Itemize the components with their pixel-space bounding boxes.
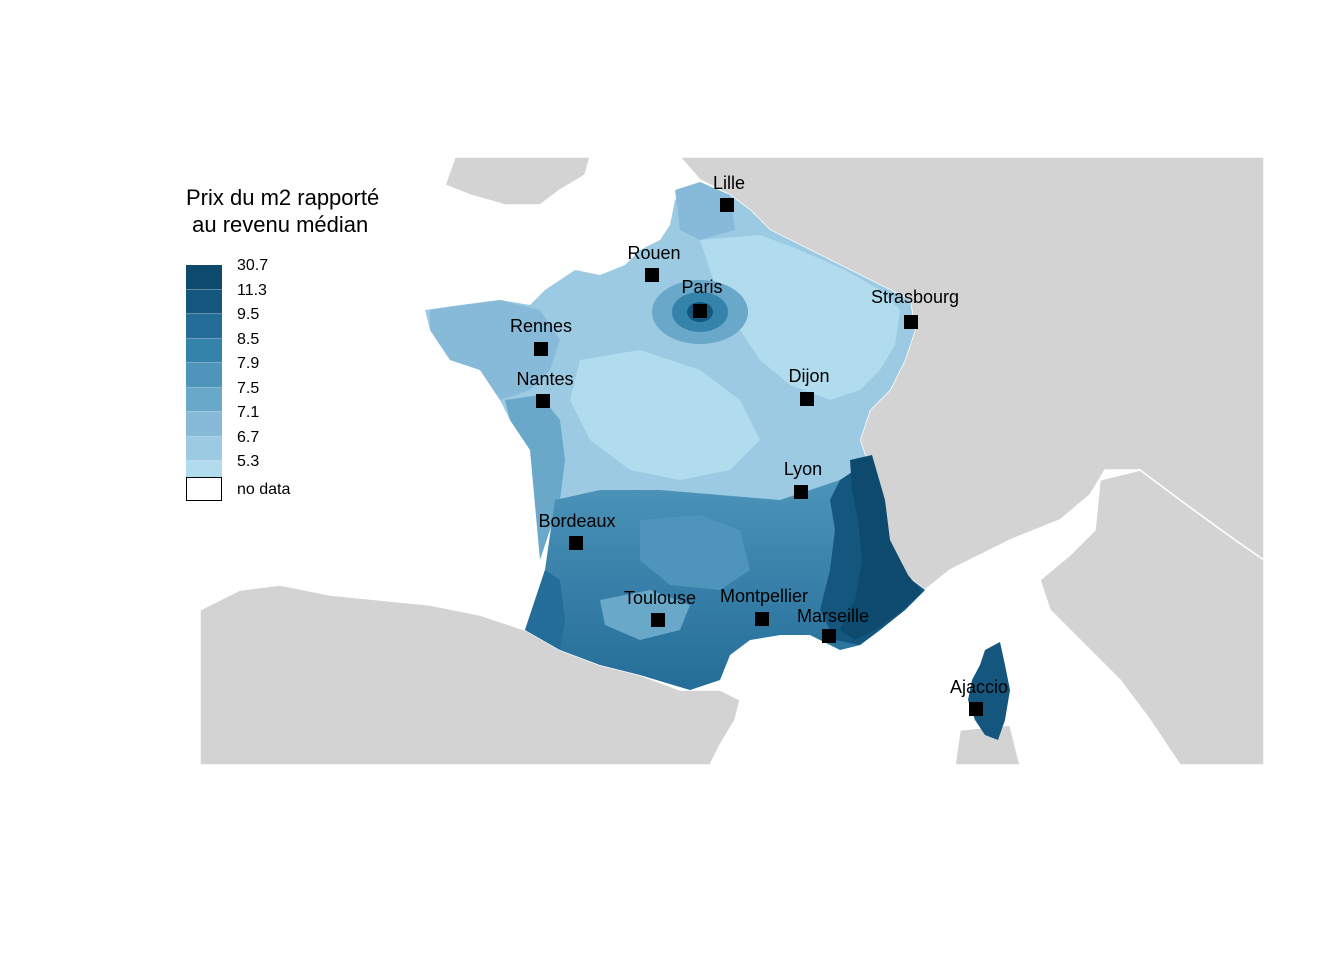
city-marker (645, 268, 659, 282)
city-label: Nantes (516, 369, 573, 389)
legend-swatch (186, 289, 222, 314)
legend-swatch (186, 265, 222, 290)
legend-swatch (186, 412, 222, 437)
city-label: Toulouse (624, 588, 696, 608)
city-marker (651, 613, 665, 627)
city-label: Lille (713, 173, 745, 193)
land-uk (444, 157, 591, 206)
city-marker (800, 392, 814, 406)
city-label: Bordeaux (538, 511, 615, 531)
legend-label: 9.5 (237, 306, 260, 323)
legend-swatch (186, 387, 222, 412)
land-italy (1039, 469, 1264, 765)
city-label: Montpellier (720, 586, 808, 606)
legend-swatch (186, 436, 222, 461)
zone-northeast (700, 235, 900, 400)
city-label: Marseille (797, 606, 869, 626)
city-label: Rennes (510, 316, 572, 336)
city-marker (720, 198, 734, 212)
city-marker (569, 536, 583, 550)
city-label: Lyon (784, 459, 822, 479)
legend-label: 6.7 (237, 428, 260, 446)
zone-basque (525, 570, 565, 650)
city-label: Paris (681, 277, 722, 297)
city-marker (794, 485, 808, 499)
legend-swatch (186, 338, 222, 363)
zone-center (570, 350, 760, 480)
legend-swatches (186, 265, 222, 486)
city-marker (693, 304, 707, 318)
legend-label: 7.9 (237, 355, 260, 372)
legend-labels: 30.7 11.3 9.5 8.5 7.9 7.5 7.1 6.7 5.3 (237, 257, 268, 478)
zone-brittany (430, 300, 560, 400)
city-label: Rouen (627, 243, 680, 263)
background-land (200, 157, 1264, 765)
legend-title: Prix du m2 rapporté au revenu médian (186, 185, 380, 237)
legend-swatch (186, 363, 222, 388)
zone-massif (640, 515, 750, 590)
legend-label: 5.3 (237, 453, 260, 470)
city-marker (534, 342, 548, 356)
city-marker (822, 629, 836, 643)
legend-nodata-swatch (186, 477, 222, 501)
legend-label: 30.7 (237, 257, 269, 274)
zone-atlantic (505, 395, 565, 560)
city-marker (904, 315, 918, 329)
zone-north-coast (675, 182, 735, 240)
city-label: Dijon (788, 366, 829, 386)
city-label: Ajaccio (950, 677, 1008, 697)
legend-swatch (186, 314, 222, 339)
legend-label: 7.1 (237, 404, 260, 421)
city-marker (536, 394, 550, 408)
zone-toulouse (600, 590, 690, 640)
legend-label: 11.3 (237, 281, 267, 299)
legend-nodata-label: no data (237, 481, 291, 498)
legend-label: 7.5 (237, 379, 260, 397)
city-marker (755, 612, 769, 626)
zone-cote-azur (840, 455, 922, 640)
legend-label: 8.5 (237, 330, 260, 348)
city-label: Strasbourg (871, 287, 959, 307)
city-marker (969, 702, 983, 716)
